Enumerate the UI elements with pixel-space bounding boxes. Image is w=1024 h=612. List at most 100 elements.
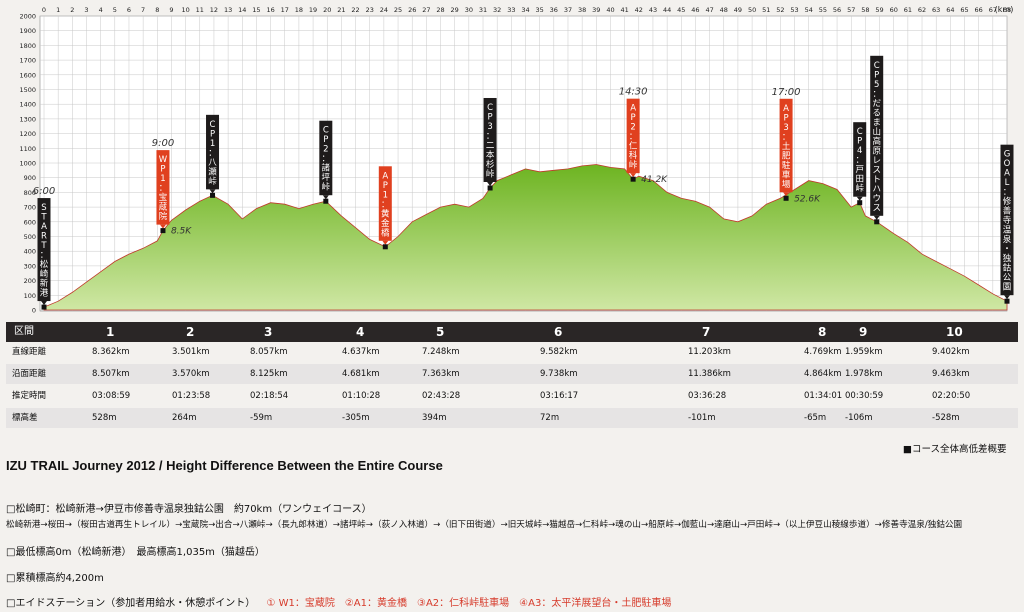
table-cell: -305m	[342, 413, 370, 423]
x-tick-label: 32	[493, 6, 501, 14]
handwritten-time: 6:00	[33, 186, 55, 197]
marker-2: C P 1 ：八瀬峠	[206, 114, 220, 198]
table-cell: 4.769km	[804, 347, 842, 357]
y-tick-label: 1700	[19, 57, 36, 65]
x-tick-label: 44	[663, 6, 671, 14]
marker-9: C P 5 ：だるま山高原レストハウス	[870, 55, 884, 225]
x-tick-label: 26	[408, 6, 416, 14]
handwritten-distance: 41.2K	[641, 175, 668, 185]
row-label: 直線距離	[12, 347, 47, 357]
table-cell: 01:10:28	[342, 391, 381, 401]
segment-column-header: 8	[818, 325, 827, 339]
x-tick-label: 15	[252, 6, 260, 14]
page-title: IZU TRAIL Journey 2012 / Height Differen…	[6, 458, 443, 473]
x-tick-label: 53	[790, 6, 798, 14]
table-cell: 8.507km	[92, 369, 130, 379]
segment-column-header: 3	[264, 325, 273, 339]
x-tick-label: 31	[479, 6, 487, 14]
aid-stations: □エイドステーション（参加者用給水・休憩ポイント） ① W1：宝蔵院 ②A1：黄…	[6, 594, 671, 609]
row-label: 沿面距離	[12, 369, 47, 379]
marker-label-box	[37, 198, 51, 302]
table-cell: 9.402km	[932, 347, 970, 357]
table-cell: 4.864km	[804, 369, 842, 379]
x-tick-label: 10	[181, 6, 189, 14]
x-tick-label: 29	[451, 6, 459, 14]
marker-point	[382, 244, 388, 250]
marker-point	[41, 304, 47, 310]
marker-label: G O A L ：修善寺温泉・独鈷公園	[1003, 150, 1012, 293]
marker-label: A P 3 ：土肥駐車場	[782, 104, 791, 190]
row-surface-distance: 沿面距離 8.507km 3.570km 8.125km 4.681km 7.363km…	[6, 364, 1018, 384]
segment-column-header: 1	[106, 325, 115, 339]
handwritten-distance: 8.5K	[171, 227, 192, 237]
table-cell: -528m	[932, 413, 960, 423]
marker-label-box	[206, 114, 220, 190]
marker-pointer	[1004, 295, 1010, 300]
table-cell: 03:16:17	[540, 391, 579, 401]
marker-pointer	[41, 301, 47, 306]
marker-point	[857, 200, 863, 206]
marker-point	[160, 228, 166, 234]
table-cell: 01:23:58	[172, 391, 211, 401]
table-cell: -59m	[250, 413, 273, 423]
marker-label-box	[853, 122, 867, 197]
elevation-area	[43, 164, 1008, 311]
y-axis-ticks: 0 100 200 300 400 500 600 700 800 900 1000 1100 1200…	[19, 13, 36, 315]
marker-label: C P 3 ：二本杉峠	[486, 103, 495, 179]
table-cell: 528m	[92, 413, 117, 423]
marker-label: A P 2 ：仁科峠	[629, 104, 638, 171]
x-tick-label: 19	[309, 6, 317, 14]
table-cell: 9.582km	[540, 347, 578, 357]
x-tick-label: 5	[113, 6, 117, 14]
x-tick-label: 68	[1003, 6, 1011, 14]
x-unit-label: (km)	[995, 5, 1014, 14]
y-tick-label: 800	[24, 189, 36, 197]
table-cell: 3.501km	[172, 347, 210, 357]
x-tick-label: 30	[465, 6, 473, 14]
x-tick-label: 50	[748, 6, 756, 14]
x-tick-label: 2	[70, 6, 74, 14]
marker-label: C P 2 ：諸坪峠	[322, 126, 331, 193]
marker-5: C P 3 ：二本杉峠	[483, 97, 497, 191]
x-tick-label: 23	[366, 6, 374, 14]
table-cell: 8.362km	[92, 347, 130, 357]
table-cell: 9.463km	[932, 369, 970, 379]
elevation-chart: 0100200300400500600700800900100011001200…	[19, 5, 1014, 315]
marker-label: A P 1 ：黄金橋	[381, 171, 390, 238]
table-cell: 02:20:50	[932, 391, 971, 401]
marker-pointer	[856, 196, 863, 201]
table-cell: 8.125km	[250, 369, 288, 379]
table-cell: 03:08:59	[92, 391, 131, 401]
table-cell: -106m	[845, 413, 873, 423]
x-tick-label: 7	[141, 6, 145, 14]
marker-pointer	[630, 173, 637, 178]
marker-3: C P 2 ：諸坪峠	[319, 120, 333, 204]
marker-pointer	[873, 215, 880, 220]
elevation-min-max: □最低標高0m（松崎新港） 最高標高1,035m（猫越岳）	[6, 547, 265, 558]
x-tick-label: 39	[592, 6, 600, 14]
y-tick-label: 700	[24, 204, 36, 212]
y-tick-label: 1300	[19, 115, 36, 123]
x-tick-label: 35	[536, 6, 544, 14]
table-cell: -65m	[804, 413, 827, 423]
x-tick-label: 38	[578, 6, 586, 14]
y-tick-label: 100	[24, 292, 36, 300]
segment-column-header: 9	[859, 325, 868, 339]
marker-point	[630, 176, 636, 182]
marker-0: S T A R T ：松崎新港 6:00	[33, 186, 55, 310]
course-summary: □松崎町：松崎新港→伊豆市修善寺温泉独鈷公園 約70km（ワンウェイコース）	[6, 504, 372, 515]
marker-label: C P 1 ：八瀬峠	[208, 120, 217, 187]
table-cell: 11.386km	[688, 369, 731, 379]
marker-label-box	[483, 97, 497, 182]
marker-7: A P 3 ：土肥駐車場 17:00 52.6K	[772, 87, 821, 205]
segment-column-header: 4	[356, 325, 365, 339]
marker-pointer	[322, 195, 329, 200]
table-cell: 4.637km	[342, 347, 380, 357]
x-tick-label: 48	[720, 6, 728, 14]
table-cell: 264m	[172, 413, 197, 423]
table-cell: 02:43:28	[422, 391, 461, 401]
x-tick-label: 63	[932, 6, 940, 14]
x-tick-label: 9	[169, 6, 173, 14]
segment-column-header: 6	[554, 325, 563, 339]
marker-1: W P 1 ：宝蔵院 9:00 8.5K	[152, 138, 193, 237]
